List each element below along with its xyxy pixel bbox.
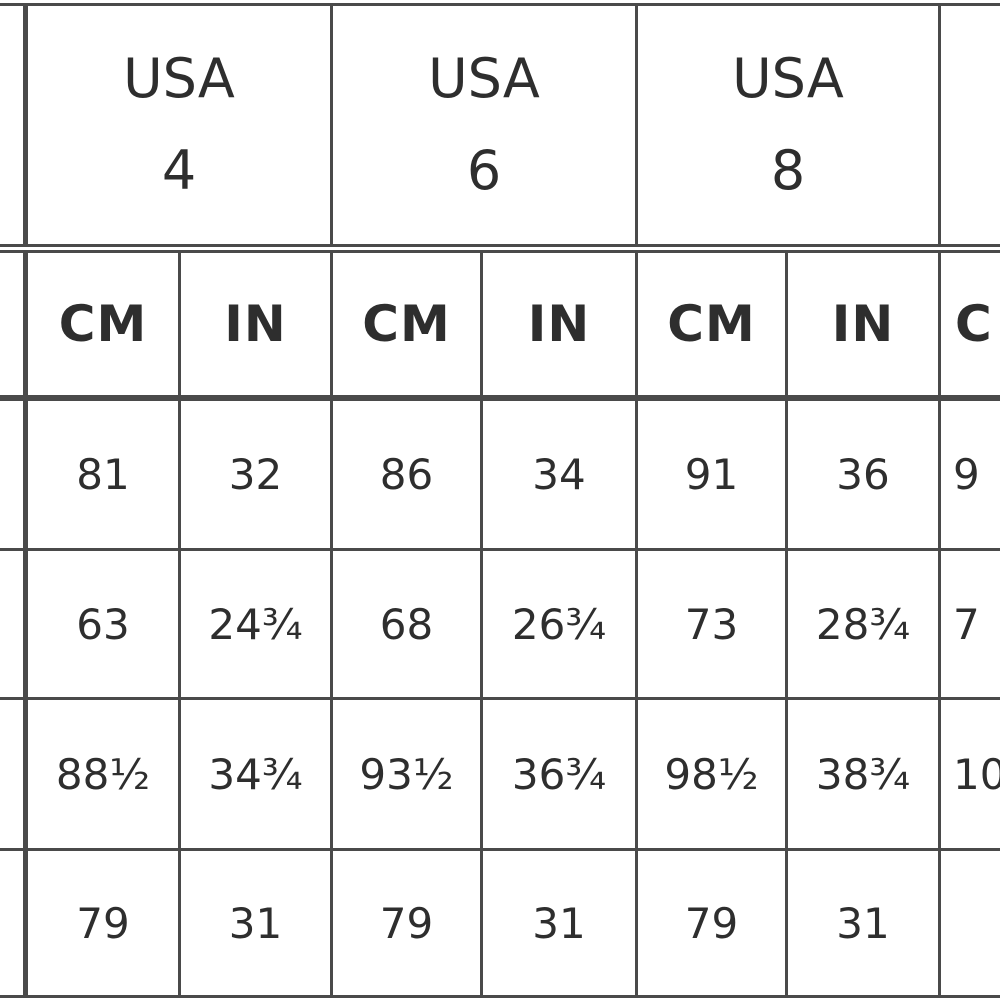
unit-header: CM — [330, 250, 483, 398]
cell-value: 63 — [76, 599, 130, 649]
data-cell: 88½ — [25, 697, 181, 851]
data-cell: 34¾ — [178, 697, 333, 851]
cell-value: 10 — [953, 749, 1000, 799]
cell-value: 36¾ — [511, 749, 607, 799]
cell-value: 34 — [532, 450, 586, 499]
size: 8 — [770, 139, 806, 202]
data-cell: 36 — [785, 398, 941, 551]
size: 4 — [161, 139, 197, 202]
unit-label: CM — [58, 295, 148, 353]
data-cell: 36¾ — [480, 697, 638, 851]
data-cell: 9 — [938, 398, 1000, 551]
cell-value: 34¾ — [208, 749, 303, 799]
data-cell: 31 — [480, 848, 638, 998]
data-cell: 24¾ — [178, 548, 333, 700]
cell-value: 98½ — [664, 749, 759, 799]
unit-header: IN — [785, 250, 941, 398]
cell-value: 32 — [228, 450, 283, 499]
cell-value: 68 — [379, 599, 434, 649]
data-cell: 73 — [635, 548, 788, 700]
unit-label: IN — [527, 295, 591, 353]
unit-header: IN — [480, 250, 638, 398]
data-cell: 31 — [785, 848, 941, 998]
country: USA — [428, 47, 540, 111]
cell-value: 86 — [379, 450, 434, 499]
edge-cell — [0, 398, 26, 551]
data-cell: 7 — [938, 548, 1000, 700]
group-header: USA 6 — [330, 3, 638, 247]
data-cell: 34 — [480, 398, 638, 551]
unit-label: IN — [831, 295, 895, 353]
edge-cell — [0, 848, 26, 998]
data-cell — [938, 848, 1000, 998]
unit-header: C — [938, 250, 1000, 398]
data-cell: 68 — [330, 548, 483, 700]
data-cell: 28¾ — [785, 548, 941, 700]
unit-header: IN — [178, 250, 333, 398]
group-header — [938, 3, 1000, 247]
size: 6 — [466, 139, 502, 202]
edge-cell — [0, 548, 26, 700]
unit-label: CM — [667, 295, 756, 353]
cell-value: 9 — [953, 450, 980, 499]
group-header: USA 8 — [635, 3, 941, 247]
data-cell: 79 — [330, 848, 483, 998]
data-cell: 10 — [938, 697, 1000, 851]
cell-value: 38¾ — [815, 749, 911, 799]
edge-cell — [0, 697, 26, 851]
data-cell: 81 — [25, 398, 181, 551]
unit-label: C — [955, 295, 993, 353]
edge-cell — [0, 250, 26, 398]
cell-value: 81 — [76, 450, 130, 499]
data-cell: 93½ — [330, 697, 483, 851]
cell-value: 28¾ — [815, 599, 911, 649]
data-cell: 26¾ — [480, 548, 638, 700]
country: USA — [732, 47, 844, 111]
data-cell: 86 — [330, 398, 483, 551]
cell-value: 79 — [684, 898, 739, 948]
data-cell: 38¾ — [785, 697, 941, 851]
cell-value: 31 — [836, 898, 890, 948]
unit-label: CM — [362, 295, 451, 353]
data-cell: 31 — [178, 848, 333, 998]
cell-value: 79 — [76, 898, 130, 948]
cell-value: 93½ — [359, 749, 454, 799]
unit-header: CM — [635, 250, 788, 398]
cell-value: 88½ — [55, 749, 151, 799]
cell-value: 31 — [532, 898, 586, 948]
country: USA — [123, 47, 235, 111]
edge-cell — [0, 3, 26, 247]
cell-value: 73 — [684, 599, 739, 649]
data-cell: 32 — [178, 398, 333, 551]
unit-label: IN — [224, 295, 287, 353]
cell-value: 36 — [836, 450, 890, 499]
data-cell: 79 — [25, 848, 181, 998]
data-cell: 63 — [25, 548, 181, 700]
cell-value: 79 — [379, 898, 434, 948]
unit-header: CM — [25, 250, 181, 398]
cell-value: 91 — [684, 450, 739, 499]
data-cell: 98½ — [635, 697, 788, 851]
group-header: USA 4 — [25, 3, 333, 247]
cell-value: 26¾ — [511, 599, 607, 649]
data-cell: 79 — [635, 848, 788, 998]
cell-value: 24¾ — [208, 599, 303, 649]
data-cell: 91 — [635, 398, 788, 551]
cell-value: 31 — [228, 898, 283, 948]
cell-value: 7 — [953, 599, 980, 649]
